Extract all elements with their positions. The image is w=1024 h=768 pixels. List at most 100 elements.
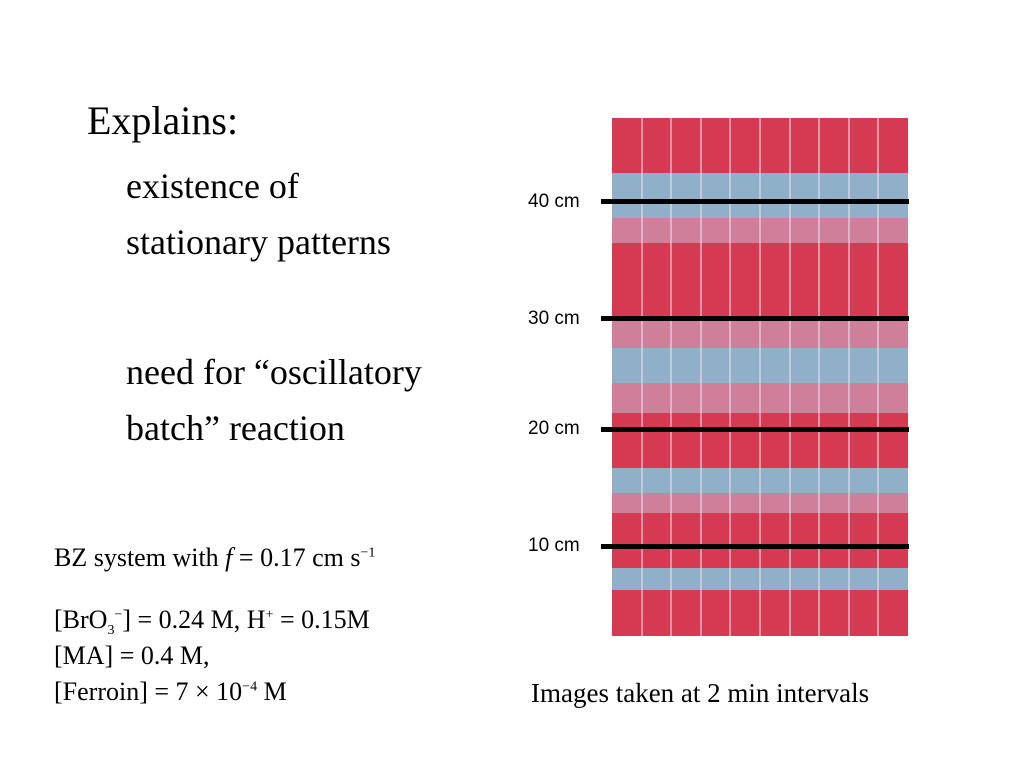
bro3-superscript: −	[114, 607, 123, 623]
system-value: = 0.17 cm s	[232, 543, 361, 572]
image-band	[641, 173, 672, 218]
image-band	[612, 493, 642, 513]
image-band	[641, 413, 672, 468]
image-column	[671, 118, 701, 636]
marker-label-20cm: 20 cm	[528, 418, 580, 439]
image-band	[848, 348, 879, 383]
image-band	[878, 568, 908, 590]
bro3-value: ] = 0.24 M, H	[122, 605, 266, 634]
image-band	[730, 383, 760, 413]
image-band	[789, 568, 820, 590]
image-band	[730, 243, 760, 318]
image-band	[878, 173, 908, 218]
image-column	[789, 118, 820, 636]
image-band	[848, 468, 879, 493]
image-band	[700, 218, 731, 243]
image-column-separator	[729, 118, 732, 636]
image-band	[730, 118, 760, 173]
image-band	[848, 568, 879, 590]
image-band	[612, 383, 642, 413]
h-value: = 0.15M	[273, 605, 370, 634]
image-band	[671, 118, 701, 173]
image-band	[819, 590, 849, 636]
image-band	[671, 468, 701, 493]
concentration-ma: [MA] = 0.4 M,	[54, 641, 210, 670]
image-column-separator	[640, 118, 643, 636]
image-band	[760, 590, 790, 636]
image-band	[700, 383, 731, 413]
image-column	[700, 118, 731, 636]
image-band	[641, 590, 672, 636]
image-band	[641, 243, 672, 318]
image-band	[760, 513, 790, 568]
ferroin-exponent: −4	[242, 679, 258, 695]
image-band	[730, 493, 760, 513]
image-band	[760, 383, 790, 413]
image-band	[700, 468, 731, 493]
image-band	[671, 413, 701, 468]
image-band	[819, 468, 849, 493]
image-band	[730, 590, 760, 636]
image-band	[848, 243, 879, 318]
image-band	[848, 513, 879, 568]
image-band	[878, 218, 908, 243]
image-band	[612, 513, 642, 568]
image-band	[819, 118, 849, 173]
image-band	[641, 568, 672, 590]
image-column-separator	[670, 118, 673, 636]
image-band	[789, 493, 820, 513]
image-column	[641, 118, 672, 636]
image-band	[848, 173, 879, 218]
bro3-text: [BrO	[54, 605, 108, 634]
image-band	[641, 513, 672, 568]
image-band	[789, 513, 820, 568]
image-band	[700, 243, 731, 318]
image-band	[641, 118, 672, 173]
image-band	[612, 590, 642, 636]
marker-line-40cm	[601, 199, 909, 204]
image-band	[671, 243, 701, 318]
image-band	[848, 218, 879, 243]
image-band	[700, 590, 731, 636]
figure-caption: Images taken at 2 min intervals	[531, 678, 870, 708]
image-band	[819, 413, 849, 468]
image-band	[819, 218, 849, 243]
slide-heading: Explains:	[87, 98, 239, 143]
image-band	[848, 383, 879, 413]
ferroin-text: [Ferroin] = 7 × 10	[54, 677, 243, 706]
image-band	[700, 568, 731, 590]
pattern-image-strip	[612, 118, 908, 636]
image-band	[760, 173, 790, 218]
image-band	[878, 383, 908, 413]
image-band	[641, 468, 672, 493]
image-band	[789, 218, 820, 243]
image-column-separator	[877, 118, 880, 636]
image-column	[878, 118, 908, 636]
image-band	[819, 243, 849, 318]
system-description: BZ system with f = 0.17 cm s−1	[54, 542, 375, 574]
image-column-separator	[818, 118, 821, 636]
image-band	[671, 513, 701, 568]
image-band	[789, 468, 820, 493]
image-band	[671, 568, 701, 590]
marker-label-40cm: 40 cm	[528, 191, 580, 212]
image-band	[878, 468, 908, 493]
image-band	[760, 568, 790, 590]
image-band	[878, 413, 908, 468]
image-band	[760, 348, 790, 383]
concentrations: [BrO3−] = 0.24 M, H+ = 0.15M [MA] = 0.4 …	[54, 602, 370, 710]
image-band	[760, 413, 790, 468]
image-band	[760, 218, 790, 243]
image-band	[819, 383, 849, 413]
marker-line-20cm	[601, 427, 909, 432]
image-band	[760, 118, 790, 173]
image-band	[730, 318, 760, 348]
image-band	[700, 173, 731, 218]
image-band	[612, 413, 642, 468]
image-band	[671, 590, 701, 636]
image-band	[612, 468, 642, 493]
bro3-subscript: 3	[107, 623, 115, 639]
image-band	[671, 318, 701, 348]
image-band	[819, 513, 849, 568]
concentration-bro3-h: [BrO3−] = 0.24 M, H+ = 0.15M	[54, 602, 370, 638]
